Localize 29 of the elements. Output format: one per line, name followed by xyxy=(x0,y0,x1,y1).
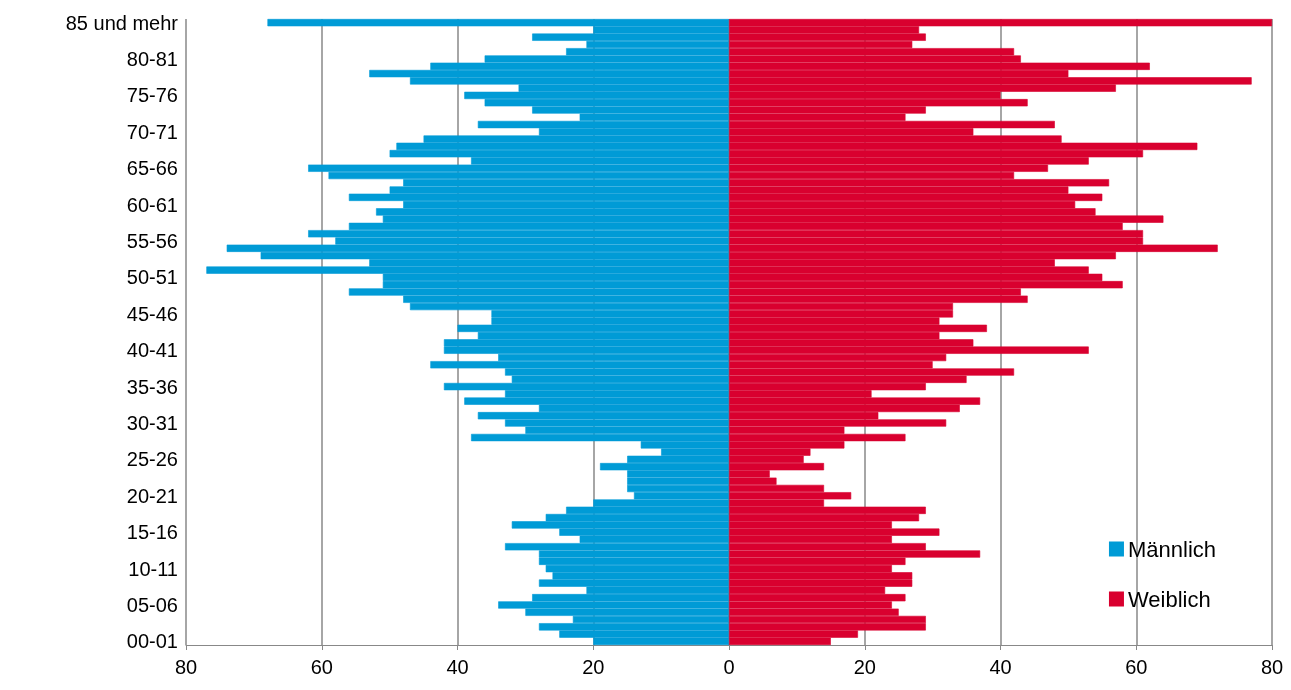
y-tick-label: 40-41 xyxy=(126,339,178,362)
y-tick-label: 35-36 xyxy=(126,375,178,398)
y-tick-label: 80-81 xyxy=(126,48,178,71)
x-tick-label: 80 xyxy=(174,656,198,678)
y-tick-label: 55-56 xyxy=(126,230,178,253)
x-tick-label: 0 xyxy=(723,656,735,678)
y-tick-label: 45-46 xyxy=(126,302,178,325)
y-tick-label: 50-51 xyxy=(126,266,178,289)
y-tick-label: 10-11 xyxy=(128,557,178,580)
y-tick-label: 25-26 xyxy=(126,448,178,471)
y-tick-label: 30-31 xyxy=(126,411,178,434)
y-tick-label: 15-16 xyxy=(126,521,178,544)
x-tick-label: 40 xyxy=(989,656,1012,678)
y-tick-label: 75-76 xyxy=(126,84,178,107)
legend-label: Weiblich xyxy=(1127,586,1211,612)
y-tick-label: 05-06 xyxy=(126,593,178,616)
y-tick-label: 70-71 xyxy=(126,120,178,143)
x-tick-label: 60 xyxy=(1125,656,1148,678)
y-tick-label: 65-66 xyxy=(126,157,178,180)
x-tick-label: 80 xyxy=(1260,656,1284,678)
y-tick-label: 00-01 xyxy=(126,630,178,653)
y-tick-label: 85 und mehr xyxy=(65,11,179,34)
x-tick-label: 40 xyxy=(446,656,469,678)
x-tick-label: 20 xyxy=(582,656,605,678)
x-tick-label: 20 xyxy=(853,656,876,678)
x-tick-label: 60 xyxy=(310,656,333,678)
legend-label: Männlich xyxy=(1127,536,1216,562)
y-tick-label: 20-21 xyxy=(126,484,178,507)
y-tick-label: 60-61 xyxy=(126,193,178,216)
